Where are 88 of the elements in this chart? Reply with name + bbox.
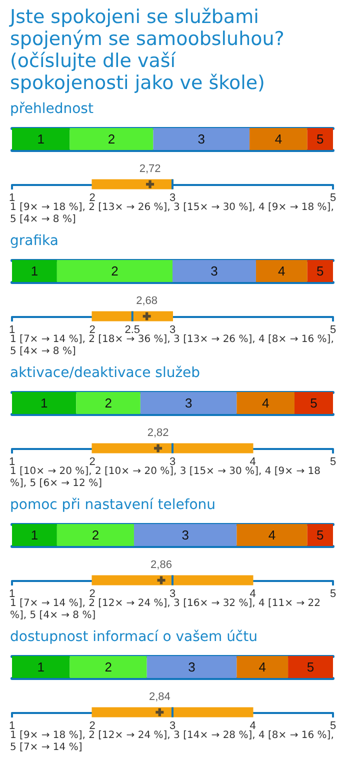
bar xyxy=(12,524,57,546)
series-label: 3 xyxy=(198,132,206,146)
x-tick-label: 5 xyxy=(330,720,336,732)
series-label: 4 xyxy=(274,132,282,146)
chart-title: dostupnost informací o vašem účtu xyxy=(9,628,258,646)
series-label: 2 xyxy=(108,132,116,146)
x-tick-label: 2 xyxy=(89,588,96,600)
bar xyxy=(236,524,308,546)
series-label: 2 xyxy=(111,264,118,278)
x-tick-label: 1 xyxy=(8,192,16,204)
series-label: 4 xyxy=(278,264,286,278)
x-tick-label: 1 xyxy=(8,456,16,468)
series-label: 1 xyxy=(37,660,45,674)
bar xyxy=(134,524,237,546)
series-label: 4 xyxy=(262,396,270,410)
series-label: 2 xyxy=(92,528,100,542)
series-label: 5 xyxy=(316,132,324,146)
series-label: 1 xyxy=(30,528,38,542)
x-tick-label: 3 xyxy=(169,192,176,204)
x-tick-label: 5 xyxy=(330,192,336,204)
series-label: 3 xyxy=(184,396,192,410)
text: 1 [9× → 18 %], 2 [12× → 24 %], 3 [14× → 28 %], 4 [8× → 16 %], 5 [7× → 14 %] xyxy=(9,730,334,754)
bar xyxy=(70,128,154,150)
series-label: 5 xyxy=(306,660,314,674)
bar xyxy=(76,392,140,414)
x-tick-label: 1 xyxy=(8,720,16,732)
series-label: 3 xyxy=(210,264,218,278)
x-tick-label: 3 xyxy=(169,324,176,336)
series-label: 3 xyxy=(188,660,196,674)
bar xyxy=(140,392,237,414)
series-label: 1 xyxy=(40,396,48,410)
series-label: 2 xyxy=(104,660,112,674)
bar xyxy=(307,260,333,282)
bar xyxy=(12,128,70,150)
bar xyxy=(236,392,294,414)
chart-title: grafika xyxy=(9,232,60,250)
text: 2,72 xyxy=(139,162,161,175)
bar xyxy=(236,656,288,678)
series-label: 5 xyxy=(316,528,324,542)
bar xyxy=(307,128,333,150)
bar xyxy=(153,128,250,150)
chart-title: pomoc při nastavení telefonu xyxy=(9,496,217,514)
bar xyxy=(288,656,333,678)
bar xyxy=(12,656,70,678)
bar xyxy=(70,656,147,678)
x-tick-label: 2 xyxy=(89,720,96,732)
chart-subtitle: přehlednost xyxy=(9,100,94,118)
x-tick-label: 3 xyxy=(169,588,176,600)
text: 1 [7× → 14 %], 2 [18× → 36 %], 3 [13× → 26 %], 4 [8× → 16 %], 5 [4× → 8 %] xyxy=(9,334,334,358)
bar xyxy=(56,260,172,282)
text: 1 [7× → 14 %], 2 [12× → 24 %], 3 [16× → 32 %], 4 [11× → 22 %], 5 [4× → 8 %] xyxy=(10,598,320,621)
series-label: 2 xyxy=(104,396,112,410)
text: 1 [9× → 18 %], 2 [13× → 26 %], 3 [15× → 30 %], 4 [9× → 18 %], 5 [4× → 8 %] xyxy=(9,202,334,226)
series-label: 5 xyxy=(310,396,318,410)
series-label: 4 xyxy=(268,528,276,542)
bar xyxy=(294,392,333,414)
text: 1 [10× → 20 %], 2 [10× → 20 %], 3 [15× → 30 %], 4 [9× → 18 %], 5 [6× → 12 %] xyxy=(10,466,320,489)
text: 2,82 xyxy=(147,426,169,439)
x-tick-label: 2 xyxy=(89,192,96,204)
x-tick-label: 2 xyxy=(89,456,96,468)
chart-title: aktivace/deaktivace služeb xyxy=(9,364,202,382)
x-tick-label: 2 xyxy=(89,324,96,336)
x-tick-label: 4 xyxy=(250,456,256,468)
text: 2,84 xyxy=(148,690,170,703)
bar xyxy=(56,524,134,546)
x-tick-label: 5 xyxy=(330,588,336,600)
x-tick-label: 1 xyxy=(8,588,16,600)
x-tick-label: 3 xyxy=(169,456,176,468)
series-label: 1 xyxy=(30,264,38,278)
text: 2,86 xyxy=(150,558,172,571)
series-label: 4 xyxy=(258,660,266,674)
bar xyxy=(146,656,237,678)
bar xyxy=(307,524,333,546)
x-tick-label: 2.5 xyxy=(124,324,140,336)
bar xyxy=(12,392,76,414)
bar xyxy=(12,260,57,282)
text: 2,68 xyxy=(136,294,158,307)
x-tick-label: 1 xyxy=(8,324,16,336)
series-label: 1 xyxy=(37,132,45,146)
bar xyxy=(172,260,256,282)
series-label: 5 xyxy=(316,264,324,278)
bar xyxy=(250,128,308,150)
x-tick-label: 5 xyxy=(330,324,336,336)
series-label: 3 xyxy=(182,528,189,542)
bar xyxy=(256,260,308,282)
x-tick-label: 3 xyxy=(169,720,176,732)
x-tick-label: 5 xyxy=(330,456,336,468)
chart-title: Jste spokojeni se službami spojeným se samoobsluhou?(očíslujte dle vaší spokojenosti jako ve škole) xyxy=(8,5,286,96)
